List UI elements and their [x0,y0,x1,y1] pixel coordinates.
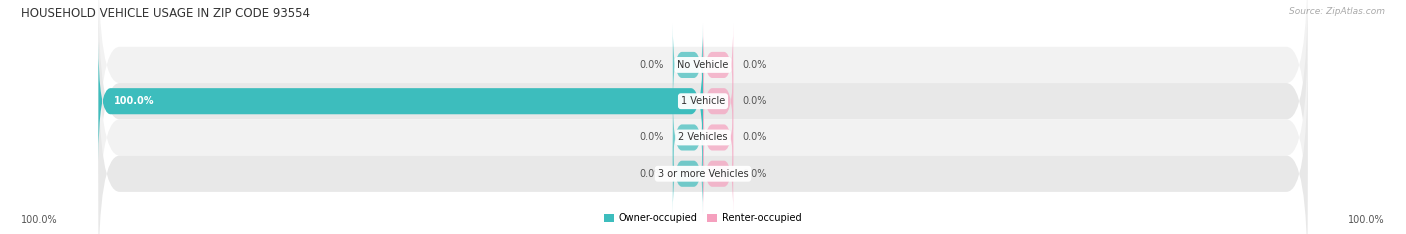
Text: 0.0%: 0.0% [640,169,664,179]
Text: 100.0%: 100.0% [21,215,58,225]
FancyBboxPatch shape [98,65,1308,234]
FancyBboxPatch shape [703,24,734,106]
Text: 2 Vehicles: 2 Vehicles [678,132,728,143]
Text: Source: ZipAtlas.com: Source: ZipAtlas.com [1289,7,1385,16]
Text: No Vehicle: No Vehicle [678,60,728,70]
Text: 0.0%: 0.0% [742,60,766,70]
FancyBboxPatch shape [703,132,734,215]
FancyBboxPatch shape [98,0,1308,174]
Text: 0.0%: 0.0% [640,132,664,143]
FancyBboxPatch shape [703,96,734,179]
FancyBboxPatch shape [672,132,703,215]
Text: 0.0%: 0.0% [640,60,664,70]
FancyBboxPatch shape [672,24,703,106]
Text: 100.0%: 100.0% [114,96,155,106]
FancyBboxPatch shape [98,0,1308,210]
Text: 0.0%: 0.0% [742,132,766,143]
Text: 3 or more Vehicles: 3 or more Vehicles [658,169,748,179]
FancyBboxPatch shape [703,60,734,143]
Text: 100.0%: 100.0% [1348,215,1385,225]
FancyBboxPatch shape [98,29,1308,234]
Text: HOUSEHOLD VEHICLE USAGE IN ZIP CODE 93554: HOUSEHOLD VEHICLE USAGE IN ZIP CODE 9355… [21,7,311,20]
FancyBboxPatch shape [672,96,703,179]
Legend: Owner-occupied, Renter-occupied: Owner-occupied, Renter-occupied [600,209,806,227]
Text: 0.0%: 0.0% [742,96,766,106]
Text: 0.0%: 0.0% [742,169,766,179]
Text: 1 Vehicle: 1 Vehicle [681,96,725,106]
FancyBboxPatch shape [98,42,703,161]
